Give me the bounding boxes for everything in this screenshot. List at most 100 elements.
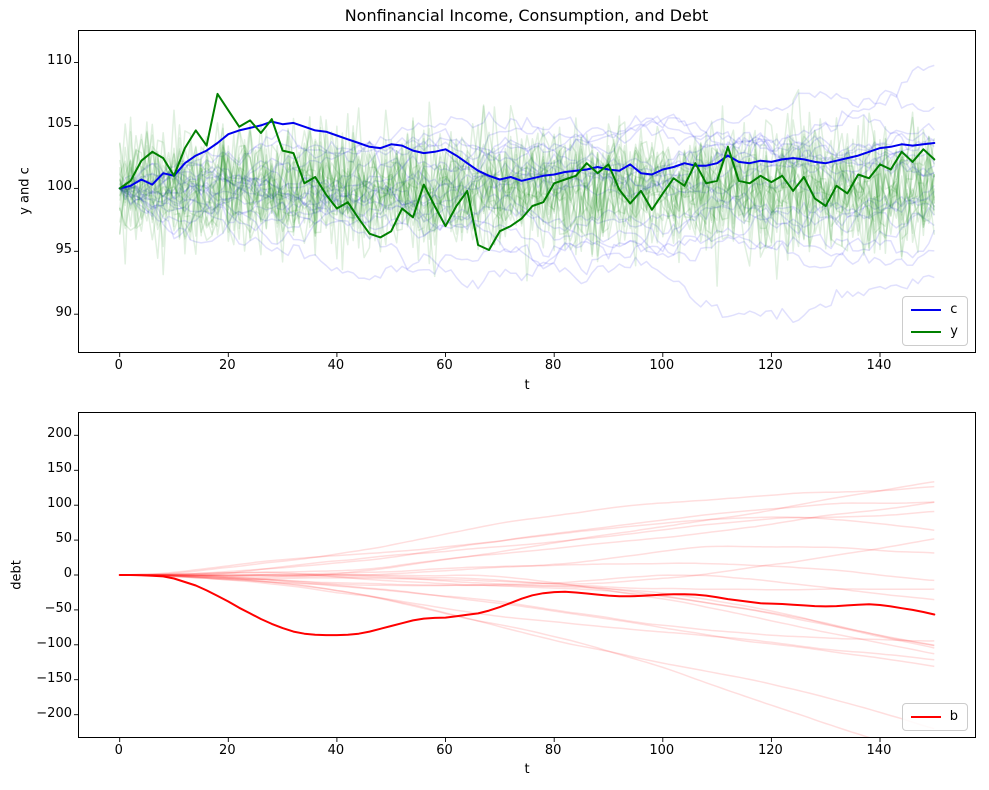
simulation-path bbox=[118, 131, 936, 282]
x-tick-label: 60 bbox=[436, 743, 453, 758]
y-tick-label: 150 bbox=[47, 461, 72, 477]
y-tick-label: 0 bbox=[63, 566, 72, 581]
simulation-path bbox=[119, 187, 935, 324]
simulation-path bbox=[119, 573, 935, 649]
simulation-paths bbox=[118, 64, 936, 324]
x-tick-label: 80 bbox=[544, 743, 562, 758]
x-tick-label: 40 bbox=[327, 743, 345, 758]
simulation-path bbox=[118, 131, 936, 287]
simulation-path bbox=[119, 187, 935, 240]
simulation-path bbox=[119, 116, 935, 271]
legend-entry-c: c bbox=[911, 303, 958, 317]
series-line-y bbox=[118, 92, 936, 251]
axes-debt: b bbox=[74, 412, 976, 742]
simulation-path bbox=[119, 110, 935, 204]
x-tick-label: 0 bbox=[114, 358, 123, 373]
simulation-path bbox=[119, 574, 935, 642]
x-tick-label: 20 bbox=[219, 743, 236, 758]
simulation-path bbox=[118, 89, 936, 258]
legend-line-y bbox=[911, 330, 942, 334]
simulation-path bbox=[119, 171, 935, 270]
series-lines bbox=[118, 574, 936, 637]
simulation-path bbox=[118, 105, 936, 276]
simulation-path bbox=[119, 164, 935, 227]
simulation-path bbox=[119, 538, 935, 585]
y-tick-label: 105 bbox=[47, 116, 72, 132]
x-tick-label: 60 bbox=[436, 358, 453, 373]
y-tick-label: 200 bbox=[47, 426, 72, 442]
simulation-path bbox=[118, 130, 936, 247]
simulation-path bbox=[119, 574, 935, 668]
simulation-path bbox=[119, 111, 935, 194]
simulation-path bbox=[118, 106, 936, 280]
legend-entry-b: b bbox=[910, 709, 958, 724]
simulation-path bbox=[119, 105, 936, 256]
simulation-path bbox=[119, 64, 935, 224]
simulation-path bbox=[119, 131, 935, 227]
x-tick-label: 40 bbox=[327, 358, 345, 373]
simulation-path bbox=[119, 89, 935, 207]
y-tick-label: 110 bbox=[47, 53, 72, 69]
legend-label-c: c bbox=[950, 302, 958, 317]
simulation-path bbox=[119, 574, 935, 591]
simulation-path bbox=[118, 101, 936, 257]
y-tick-label: −150 bbox=[36, 670, 72, 686]
legend-line-c bbox=[911, 308, 942, 312]
x-tick-label: 80 bbox=[544, 358, 562, 373]
simulation-path bbox=[119, 510, 935, 577]
simulation-path bbox=[119, 485, 935, 576]
bottom-xlabel: t bbox=[524, 762, 530, 777]
income-consumption-plot bbox=[74, 62, 936, 357]
simulation-path bbox=[119, 545, 935, 577]
simulation-path bbox=[119, 111, 936, 267]
simulation-path bbox=[119, 123, 935, 254]
simulation-path bbox=[119, 516, 935, 576]
y-tick-label: −200 bbox=[36, 705, 72, 721]
top-xlabel: t bbox=[524, 378, 530, 393]
simulation-path bbox=[119, 136, 935, 197]
simulation-path bbox=[119, 573, 935, 647]
simulation-path bbox=[119, 501, 935, 576]
debt-plot bbox=[74, 434, 936, 742]
simulation-path bbox=[119, 574, 935, 661]
simulation-path bbox=[119, 137, 935, 210]
y-tick-label: 50 bbox=[55, 531, 72, 547]
simulation-path bbox=[119, 574, 935, 601]
simulation-path bbox=[119, 562, 935, 582]
x-tick-label: 20 bbox=[219, 358, 236, 373]
tick-marks bbox=[74, 434, 881, 742]
x-tick-label: 140 bbox=[866, 743, 892, 758]
legend-entry-y: y bbox=[911, 325, 958, 339]
simulation-path bbox=[119, 176, 935, 258]
x-tick-label: 120 bbox=[757, 358, 783, 373]
simulation-path bbox=[119, 574, 935, 730]
y-tick-label: −50 bbox=[44, 600, 72, 616]
simulation-path bbox=[118, 122, 936, 253]
series-lines bbox=[118, 92, 936, 251]
y-tick-label: 100 bbox=[47, 496, 72, 512]
simulation-path bbox=[119, 480, 935, 576]
simulation-paths bbox=[119, 480, 935, 737]
axes-income-consumption: c y bbox=[74, 30, 976, 357]
y-tick-label: −100 bbox=[36, 635, 72, 651]
x-tick-label: 0 bbox=[114, 743, 123, 758]
simulation-path bbox=[119, 128, 935, 197]
x-tick-label: 140 bbox=[866, 358, 892, 373]
y-tick-label: 90 bbox=[55, 305, 72, 321]
x-tick-label: 100 bbox=[649, 743, 675, 758]
simulation-path bbox=[118, 117, 936, 267]
x-tick-label: 120 bbox=[757, 743, 783, 758]
legend-label-y: y bbox=[950, 324, 958, 339]
legend-line-b bbox=[910, 715, 941, 719]
simulation-path bbox=[119, 573, 871, 737]
legend-top: c y bbox=[902, 296, 968, 346]
legend-label-b: b bbox=[949, 709, 958, 724]
y-tick-label: 100 bbox=[47, 179, 72, 195]
simulation-path bbox=[119, 162, 935, 258]
figure-title: Nonfinancial Income, Consumption, and De… bbox=[344, 6, 709, 25]
x-tick-label: 100 bbox=[649, 358, 675, 373]
tick-marks bbox=[74, 62, 881, 357]
simulation-path bbox=[119, 131, 935, 216]
simulation-path bbox=[119, 501, 935, 578]
